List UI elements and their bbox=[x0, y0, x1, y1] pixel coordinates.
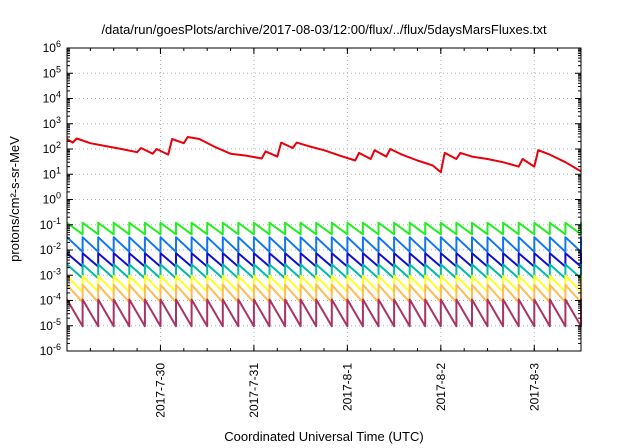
x-tick-label: 2017-7-30 bbox=[153, 363, 167, 418]
y-tick-label: 104 bbox=[43, 90, 61, 106]
flux-channel-line bbox=[66, 236, 582, 253]
flux-series-line bbox=[66, 136, 582, 174]
series-lines bbox=[66, 136, 582, 328]
x-axis: 2017-7-30 2017-7-31 2017-8-1 2017-8-2 2017-8… bbox=[66, 48, 582, 418]
y-tick-label: 10-5 bbox=[40, 317, 61, 333]
x-tick-label: 2017-8-1 bbox=[340, 363, 354, 411]
y-tick-label: 105 bbox=[43, 64, 61, 80]
y-tick-label: 106 bbox=[43, 39, 61, 55]
y-tick-label: 100 bbox=[43, 191, 61, 207]
y-tick-label: 10-1 bbox=[40, 216, 61, 232]
x-axis-label: Coordinated Universal Time (UTC) bbox=[224, 429, 423, 444]
x-tick-label: 2017-7-31 bbox=[247, 363, 261, 418]
y-axis: 10-6 10-5 10-4 10-3 10-2 10-1 100 101 102 103 104 1… bbox=[40, 39, 581, 358]
flux-channel-line bbox=[66, 221, 582, 236]
chart-title: /data/run/goesPlots/archive/2017-08-03/1… bbox=[101, 22, 547, 37]
y-tick-label: 10-2 bbox=[40, 241, 61, 257]
flux-channel-line bbox=[66, 298, 582, 328]
y-tick-label: 103 bbox=[43, 115, 61, 131]
y-tick-label: 10-4 bbox=[40, 292, 61, 308]
y-tick-label: 10-6 bbox=[40, 342, 61, 358]
x-tick-label: 2017-8-2 bbox=[434, 363, 448, 411]
x-tick-label: 2017-8-3 bbox=[527, 363, 541, 411]
y-tick-label: 102 bbox=[43, 140, 61, 156]
y-axis-label: protons/cm²-s-sr-MeV bbox=[7, 136, 22, 262]
y-tick-label: 101 bbox=[43, 165, 61, 181]
y-tick-label: 10-3 bbox=[40, 266, 61, 282]
